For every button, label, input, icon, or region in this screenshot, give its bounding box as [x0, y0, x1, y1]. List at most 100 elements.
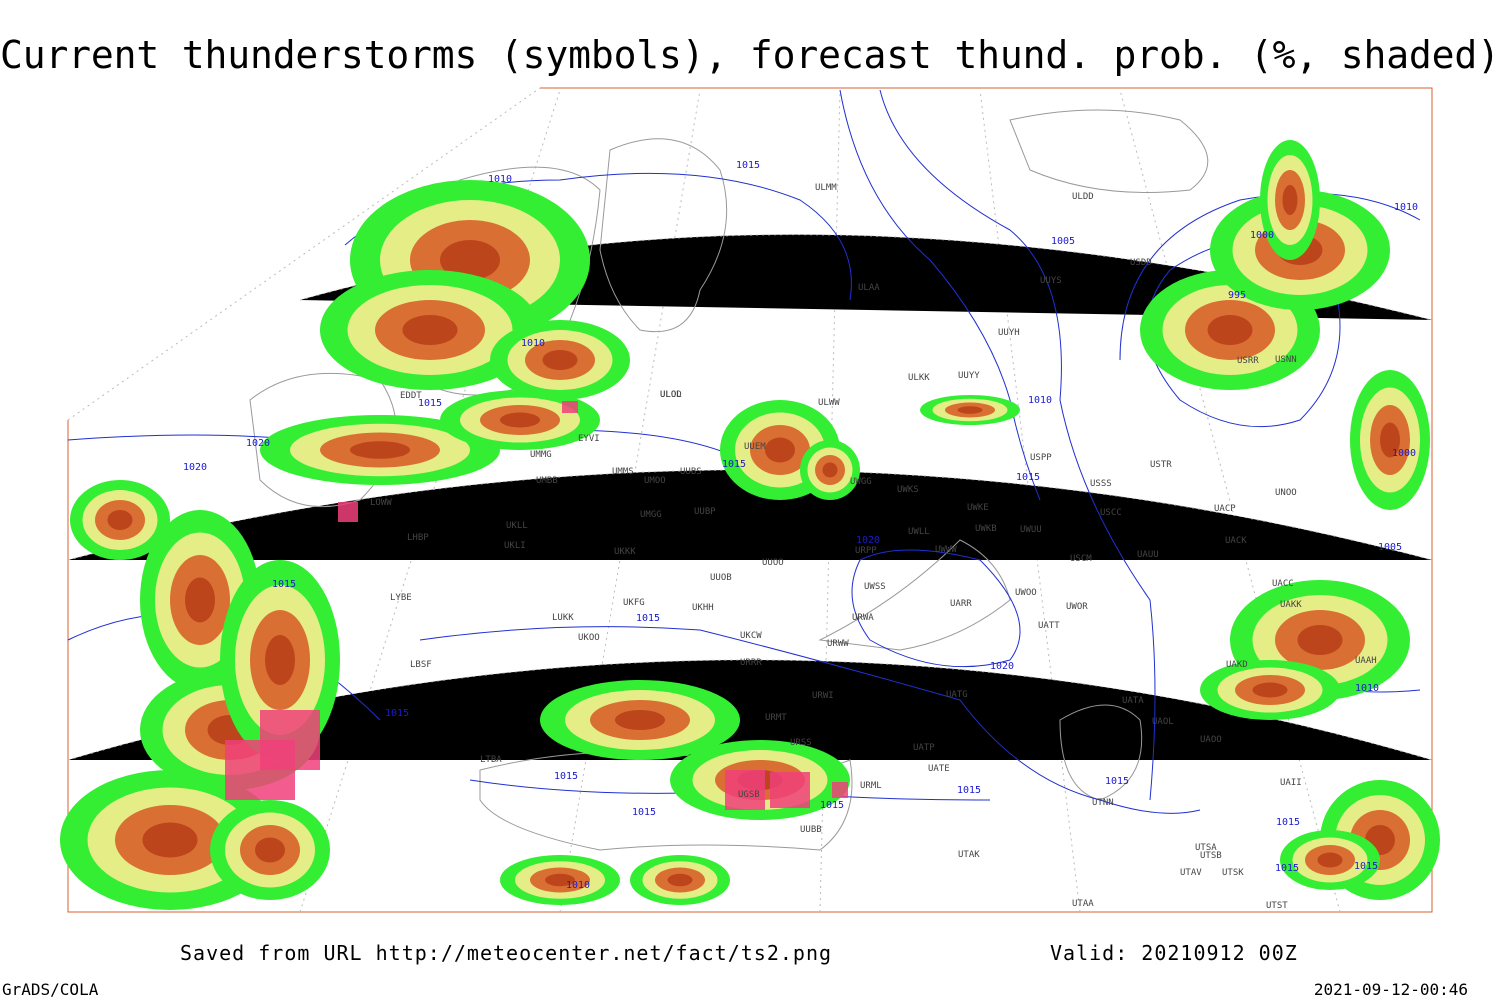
probability-band	[545, 873, 575, 887]
station-label: LHBP	[407, 533, 429, 543]
probability-band	[1317, 852, 1343, 868]
station-label: UACP	[1214, 504, 1236, 514]
station-label: UMOO	[644, 476, 666, 486]
storm-symbol	[832, 782, 848, 798]
station-label: URSS	[790, 738, 812, 748]
station-label: ULMM	[815, 183, 837, 193]
coastline	[1059, 704, 1143, 801]
station-label: UWWW	[935, 545, 957, 555]
station-label: UUYS	[1040, 276, 1062, 286]
isobar-label: 1000	[1250, 230, 1274, 241]
probability-band	[107, 510, 133, 530]
station-label: UMGG	[640, 510, 662, 520]
probability-band	[1252, 682, 1288, 698]
isobar	[419, 626, 1201, 814]
labels: 1010 1015 1005 1010 1000 995 1010 1015 1020 1020 1…	[183, 160, 1418, 911]
source-url: Saved from URL http://meteocenter.net/fa…	[180, 941, 832, 965]
station-label: UATA	[1122, 696, 1144, 706]
isobar-label: 1005	[1051, 236, 1075, 247]
probability-band	[440, 240, 500, 280]
station-label: UWSS	[864, 582, 886, 592]
station-label: UUBB	[800, 825, 822, 835]
isobar-label: 1015	[1105, 776, 1129, 787]
station-label: UMMS	[612, 467, 634, 477]
station-label: LBSF	[410, 660, 432, 670]
station-label: LOWW	[370, 498, 392, 508]
timestamp: 2021-09-12-00:46	[1314, 980, 1468, 999]
isobar-label: 1020	[246, 438, 270, 449]
station-label: USCC	[1100, 508, 1122, 518]
isobar-label: 1015	[957, 785, 981, 796]
probability-band	[1282, 185, 1298, 215]
meridian	[559, 89, 701, 913]
station-label: UWGG	[850, 477, 872, 487]
station-label: USRR	[1237, 356, 1259, 366]
storm-symbol	[338, 502, 358, 522]
storm-symbol	[260, 710, 320, 770]
parallel	[67, 469, 1433, 561]
station-label: UGSB	[738, 790, 760, 800]
station-label: UATE	[928, 764, 950, 774]
station-label: UUBS	[680, 467, 702, 477]
title: Current thunderstorms (symbols), forecas…	[0, 33, 1500, 77]
station-label: UKLI	[504, 541, 526, 551]
station-label: UWKB	[975, 524, 997, 534]
station-label: UWKS	[897, 485, 919, 495]
station-label: URMT	[765, 713, 787, 723]
station-label: URWA	[852, 613, 874, 623]
probability-band	[822, 462, 838, 478]
probability-band	[255, 837, 285, 863]
isobar-label: 1015	[820, 800, 844, 811]
probability-band	[350, 441, 410, 459]
station-label: UWOO	[1015, 588, 1037, 598]
station-label: UTAA	[1072, 899, 1094, 909]
isobar-label: 1015	[736, 160, 760, 171]
station-label: UTAV	[1180, 868, 1202, 878]
station-label: UAAH	[1355, 656, 1377, 666]
station-label: UKFG	[623, 598, 645, 608]
probability-band	[1207, 315, 1253, 345]
station-label: USPP	[1030, 453, 1052, 463]
coastline	[599, 138, 728, 333]
probability-band	[402, 315, 458, 345]
station-label: UAOO	[1200, 735, 1222, 745]
storm-symbol	[770, 772, 810, 808]
probability-band	[142, 822, 198, 858]
station-label: UWKE	[967, 503, 989, 513]
station-label: UUYH	[998, 328, 1020, 338]
software: GrADS/COLA	[2, 980, 99, 999]
station-label: UKKK	[614, 547, 636, 557]
station-label: UWOR	[1066, 602, 1088, 612]
isobar-label: 1020	[856, 535, 880, 546]
station-label: UAOL	[1152, 717, 1174, 727]
station-label: UAKD	[1226, 660, 1248, 670]
isobar-label: 1015	[385, 708, 409, 719]
station-label: ULDD	[1072, 192, 1094, 202]
station-label: UTSK	[1222, 868, 1244, 878]
station-label: UTSA	[1195, 843, 1217, 853]
station-label: USNN	[1275, 355, 1297, 365]
probability-band	[765, 437, 795, 463]
station-label: EDDT	[400, 391, 422, 401]
station-label: UUBP	[694, 507, 716, 517]
probability-band	[1380, 422, 1400, 458]
station-label: ULKK	[908, 373, 930, 383]
valid-time: Valid: 20210912 00Z	[1050, 941, 1298, 965]
station-label: UATG	[946, 690, 968, 700]
station-label: UWLL	[908, 527, 930, 537]
station-label: UTSB	[1200, 851, 1222, 861]
isobar-label: 1010	[1028, 395, 1052, 406]
isobar-label: 1010	[488, 174, 512, 185]
meridian	[1119, 89, 1341, 913]
station-label: UKHH	[692, 603, 714, 613]
station-label: UTST	[1266, 901, 1288, 911]
station-label: UKLL	[506, 521, 528, 531]
station-label: LYBE	[390, 593, 412, 603]
probability-band	[500, 412, 540, 428]
station-label: LUKK	[552, 613, 574, 623]
station-label: UUEM	[744, 442, 766, 452]
isobar-label: 1010	[1355, 683, 1379, 694]
station-label: UACC	[1272, 579, 1294, 589]
station-label: UWUU	[1020, 525, 1042, 535]
